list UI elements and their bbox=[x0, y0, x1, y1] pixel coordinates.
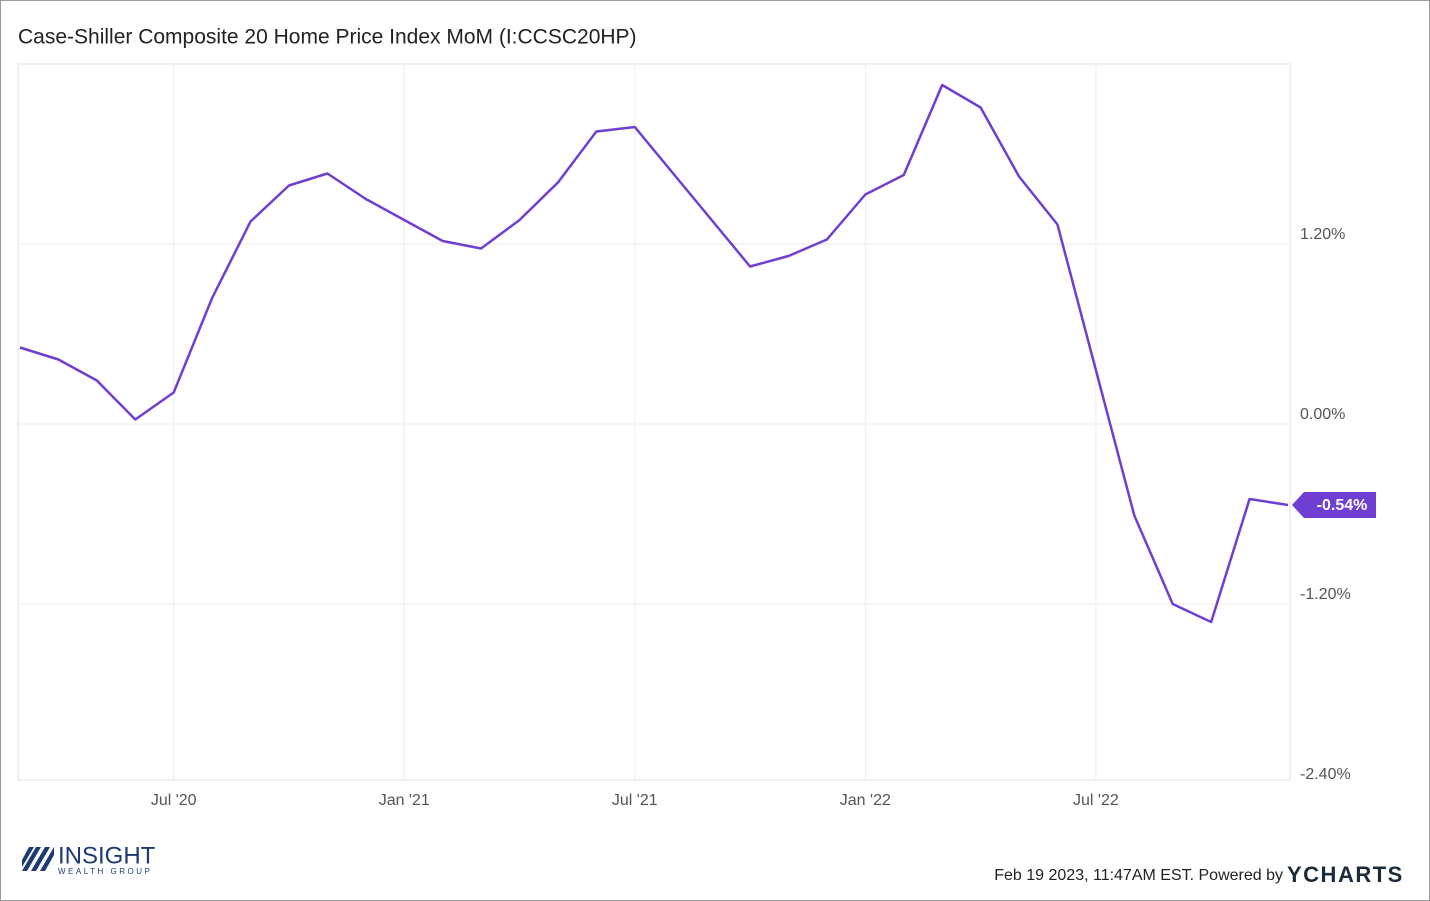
brand: YCHARTS bbox=[1287, 862, 1404, 887]
y-tick-label: -2.40% bbox=[1300, 766, 1351, 783]
y-tick-label: 1.20% bbox=[1300, 226, 1345, 243]
x-tick-label: Jul '20 bbox=[151, 792, 197, 809]
x-tick-label: Jul '21 bbox=[612, 792, 658, 809]
timestamp: Feb 19 2023, 11:47AM EST. Powered by bbox=[994, 867, 1283, 884]
x-tick-label: Jan '21 bbox=[379, 792, 430, 809]
value-label-box bbox=[1292, 492, 1376, 518]
data-line bbox=[19, 83, 1289, 624]
plot-frame bbox=[17, 63, 1291, 781]
x-tick-label: Jan '22 bbox=[840, 792, 891, 809]
y-tick-label: -1.20% bbox=[1300, 586, 1351, 603]
x-tick-label: Jul '22 bbox=[1073, 792, 1119, 809]
chart-title: Case-Shiller Composite 20 Home Price Ind… bbox=[18, 26, 637, 49]
logo-subtext: WEALTH GROUP bbox=[58, 867, 152, 876]
y-tick-label: 0.00% bbox=[1300, 406, 1345, 423]
value-label: -0.54% bbox=[1317, 497, 1368, 514]
logo: INSIGHT WEALTH GROUP bbox=[22, 842, 156, 876]
plot-area: -2.40% -1.20% 0.00% 1.20% Jul '20 Jan '21 Jul … bbox=[17, 63, 1376, 809]
logo-text: INSIGHT bbox=[58, 842, 156, 869]
